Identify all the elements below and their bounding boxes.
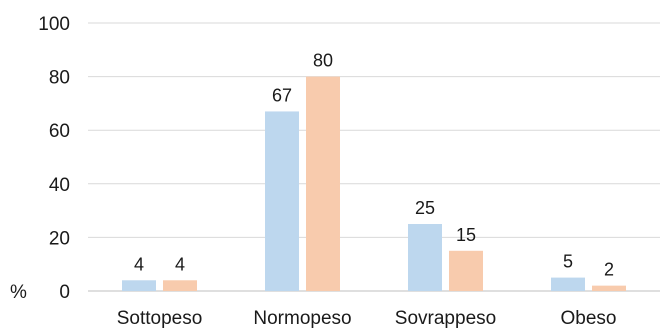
data-label: 5 xyxy=(563,252,573,272)
bars xyxy=(122,76,626,291)
category-label-sottopeso: Sottopeso xyxy=(117,308,203,329)
category-label-sovrappeso: Sovrappeso xyxy=(395,308,496,329)
bar-sovrappeso-series-1 xyxy=(408,224,442,291)
data-label: 80 xyxy=(313,51,333,71)
y-tick-label: 60 xyxy=(49,121,70,142)
bar-obeso-series-2 xyxy=(592,285,626,291)
data-label: 25 xyxy=(415,198,435,218)
gridlines xyxy=(88,22,660,292)
data-label: 67 xyxy=(272,85,292,105)
category-label-obeso: Obeso xyxy=(561,308,617,329)
bar-normopeso-series-1 xyxy=(265,111,299,291)
y-axis-ticks: 0 20 40 60 80 100 xyxy=(38,14,70,303)
bar-obeso-series-1 xyxy=(551,277,585,291)
y-axis-unit-label: % xyxy=(10,282,27,303)
bar-sovrappeso-series-2 xyxy=(449,250,483,291)
y-tick-label: 0 xyxy=(59,282,70,303)
data-label: 4 xyxy=(175,254,185,274)
category-label-normopeso: Normopeso xyxy=(253,308,351,329)
y-tick-label: 100 xyxy=(38,14,70,35)
category-labels: Sottopeso Normopeso Sovrappeso Obeso xyxy=(117,308,617,329)
bar-normopeso-series-2 xyxy=(306,76,340,291)
y-tick-label: 40 xyxy=(49,175,70,196)
data-label: 4 xyxy=(134,254,144,274)
y-tick-label: 20 xyxy=(49,228,70,249)
data-labels: 4 4 67 80 25 15 5 2 xyxy=(134,51,614,280)
bar-sottopeso-series-2 xyxy=(163,280,197,291)
data-label: 2 xyxy=(604,260,614,280)
data-label: 15 xyxy=(456,225,476,245)
bar-sottopeso-series-1 xyxy=(122,280,156,291)
y-tick-label: 80 xyxy=(49,68,70,89)
